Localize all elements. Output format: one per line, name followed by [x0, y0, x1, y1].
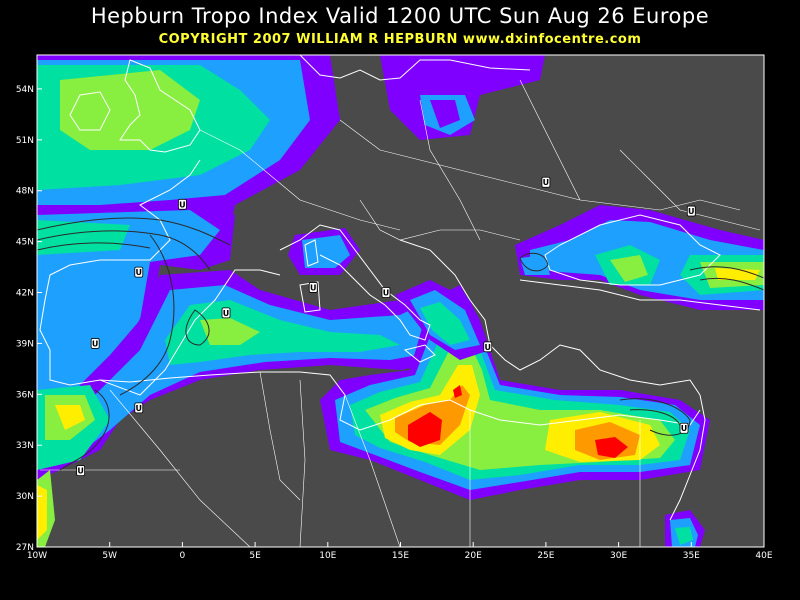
x-tick-label: 0: [180, 551, 186, 561]
y-tick-label: 27N: [16, 543, 34, 553]
marker-label: U: [383, 289, 390, 298]
y-tick-label: 45N: [16, 238, 34, 248]
upper-marker: U: [381, 287, 391, 298]
marker-label: U: [136, 268, 143, 277]
index-level-4-area: [610, 255, 648, 282]
upper-marker: U: [483, 341, 493, 353]
marker-box: [76, 465, 86, 477]
x-tick-label: 30E: [610, 551, 627, 561]
upper-marker: U: [541, 176, 551, 188]
y-tick-label: 54N: [16, 85, 34, 95]
marker-label: U: [681, 424, 688, 433]
index-level-2-area: [37, 210, 220, 440]
marker-box: [686, 205, 696, 217]
index-level-3-area: [37, 220, 130, 255]
index-level-5-area: [37, 485, 47, 540]
index-level-3-area: [420, 302, 470, 345]
marker-layer: U U U U U U U U U U U U: [76, 176, 696, 477]
upper-marker: U: [134, 402, 144, 414]
marker-box: [221, 307, 231, 319]
marker-label: U: [179, 200, 186, 209]
upper-marker: U: [76, 465, 86, 477]
marker-label: U: [136, 404, 143, 413]
index-level-7-area: [453, 385, 462, 398]
marker-label: U: [688, 207, 695, 216]
marker-label: U: [77, 467, 84, 476]
marker-box: [381, 287, 391, 298]
x-tick-label: 5W: [102, 551, 117, 561]
x-tick-label: 20E: [465, 551, 482, 561]
x-tick-label: 25E: [537, 551, 554, 561]
marker-label: U: [223, 309, 230, 318]
index-level-2-area: [37, 285, 455, 470]
coastlines: [39, 55, 761, 547]
y-tick-label: 39N: [16, 339, 34, 349]
index-level-5-area: [55, 405, 85, 430]
y-tick-label: 30N: [16, 492, 34, 502]
marker-box: [541, 176, 551, 188]
y-tick-label: 36N: [16, 390, 34, 400]
map-title: Hepburn Tropo Index Valid 1200 UTC Sun A…: [90, 4, 710, 28]
marker-box: [308, 282, 318, 293]
marker-box: [483, 341, 493, 353]
index-level-5-area: [715, 268, 760, 280]
upper-marker: U: [308, 282, 318, 293]
upper-marker: U: [686, 205, 696, 217]
y-tick-label: 33N: [16, 441, 34, 451]
marker-label: U: [92, 339, 99, 348]
x-tick-label: 35E: [683, 551, 700, 561]
index-shading: [37, 55, 764, 547]
index-level-3-area: [675, 527, 693, 545]
upper-marker: U: [90, 338, 100, 349]
map-subtitle: COPYRIGHT 2007 WILLIAM R HEPBURN www.dxi…: [158, 32, 642, 47]
x-axis: 10W 5W 0 5E 10E 15E 20E 25E 30E 35E 40E: [27, 542, 773, 561]
index-level-4-area: [200, 318, 260, 345]
y-tick-label: 48N: [16, 187, 34, 197]
contour-lines: [37, 217, 764, 471]
marker-label: U: [543, 178, 550, 187]
x-tick-label: 10W: [27, 551, 47, 561]
marker-label: U: [484, 343, 491, 352]
y-tick-label: 42N: [16, 289, 34, 299]
upper-marker: U: [134, 266, 144, 278]
marker-box: [134, 402, 144, 414]
upper-marker: U: [221, 307, 231, 319]
marker-box: [90, 338, 100, 349]
index-level-7-area: [408, 412, 442, 447]
marker-box: [177, 198, 187, 210]
upper-marker: U: [177, 198, 187, 210]
marker-box: [679, 422, 689, 434]
index-level-2-area: [302, 235, 350, 268]
y-tick-label: 51N: [16, 136, 34, 146]
x-tick-label: 15E: [392, 551, 409, 561]
index-level-1-area: [430, 100, 460, 128]
x-tick-label: 10E: [319, 551, 336, 561]
marker-box: [134, 266, 144, 278]
x-tick-label: 40E: [755, 551, 772, 561]
index-level-7-area: [595, 437, 628, 458]
y-axis: 54N 51N 48N 45N 42N 39N 36N 33N 30N 27N: [16, 85, 42, 553]
marker-label: U: [310, 283, 317, 292]
upper-marker: U: [679, 422, 689, 434]
x-tick-label: 5E: [249, 551, 261, 561]
